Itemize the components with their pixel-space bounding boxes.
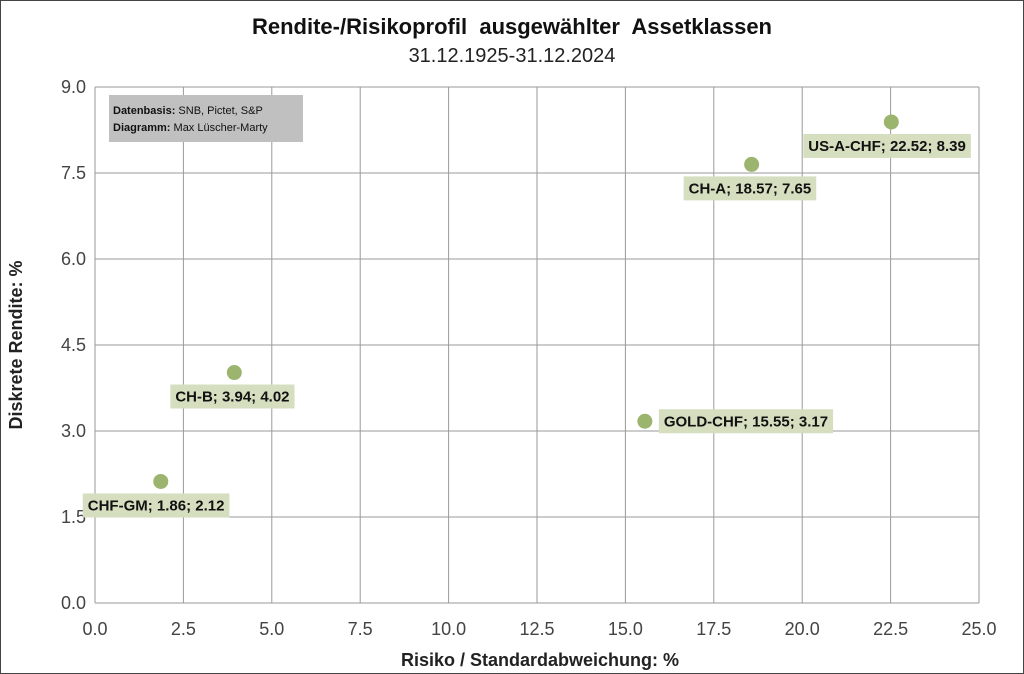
grid-lines xyxy=(94,86,980,604)
source-note-line2-value: Max Lüscher-Marty xyxy=(170,122,268,134)
y-tick-label: 9.0 xyxy=(61,77,86,97)
chart-subtitle: 31.12.1925-31.12.2024 xyxy=(409,45,616,67)
data-label: CH-A; 18.57; 7.65 xyxy=(689,180,812,197)
data-label-box xyxy=(683,176,817,201)
x-tick-label: 25.0 xyxy=(961,619,996,639)
data-label: CHF-GM; 1.86; 2.12 xyxy=(88,497,225,514)
data-label-box xyxy=(803,133,971,158)
source-note-line1-key: Datenbasis: xyxy=(113,105,175,117)
data-label-box xyxy=(170,384,295,409)
source-note-line1: Datenbasis: SNB, Pictet, S&P xyxy=(113,105,263,117)
x-axis-label: Risiko / Standardabweichung: % xyxy=(401,650,679,670)
data-point-marker xyxy=(883,114,899,130)
data-point-group: GOLD-CHF; 15.55; 3.17 xyxy=(637,409,834,434)
chart-title: Rendite-/Risikoprofil ausgewählter Asset… xyxy=(252,14,772,39)
y-tick-label: 1.5 xyxy=(61,507,86,527)
data-point-group: CH-B; 3.94; 4.02 xyxy=(170,365,295,409)
x-tick-label: 7.5 xyxy=(348,619,373,639)
data-points: CHF-GM; 1.86; 2.12 CH-B; 3.94; 4.02 GOLD-C… xyxy=(82,114,971,518)
source-note: Datenbasis: SNB, Pictet, S&P Diagramm: Ma… xyxy=(109,95,303,142)
y-axis-label: Diskrete Rendite: % xyxy=(6,260,26,429)
data-label: CH-B; 3.94; 4.02 xyxy=(175,389,289,406)
x-tick-label: 0.0 xyxy=(82,619,107,639)
x-tick-label: 20.0 xyxy=(785,619,820,639)
data-point-group: CH-A; 18.57; 7.65 xyxy=(683,156,817,201)
source-note-line1-value: SNB, Pictet, S&P xyxy=(175,105,262,117)
x-tick-label: 22.5 xyxy=(873,619,908,639)
data-point-marker xyxy=(226,365,242,381)
y-tick-label: 4.5 xyxy=(61,335,86,355)
data-point-group: CHF-GM; 1.86; 2.12 xyxy=(82,473,230,518)
x-tick-label: 17.5 xyxy=(696,619,731,639)
x-tick-label: 2.5 xyxy=(171,619,196,639)
data-label: US-A-CHF; 22.52; 8.39 xyxy=(808,138,966,155)
source-note-line2-key: Diagramm: xyxy=(113,122,170,134)
data-label: GOLD-CHF; 15.55; 3.17 xyxy=(664,413,828,430)
y-tick-label: 0.0 xyxy=(61,593,86,613)
data-point-marker xyxy=(744,156,760,172)
tick-labels: 0.0 2.5 5.0 7.5 10.0 12.5 15.0 17.5 20.0 22.5 25.0… xyxy=(61,77,997,639)
y-tick-label: 6.0 xyxy=(61,249,86,269)
data-label-box xyxy=(82,493,230,518)
source-note-line2: Diagramm: Max Lüscher-Marty xyxy=(113,122,268,134)
data-point-marker xyxy=(153,473,169,489)
source-note-box xyxy=(109,95,303,142)
data-point-marker xyxy=(637,413,653,429)
x-tick-label: 12.5 xyxy=(519,619,554,639)
data-label-box xyxy=(658,409,834,434)
x-tick-label: 15.0 xyxy=(608,619,643,639)
y-tick-label: 3.0 xyxy=(61,421,86,441)
x-tick-label: 10.0 xyxy=(431,619,466,639)
x-tick-label: 5.0 xyxy=(259,619,284,639)
y-tick-label: 7.5 xyxy=(61,163,86,183)
data-point-group: US-A-CHF; 22.52; 8.39 xyxy=(803,114,971,158)
